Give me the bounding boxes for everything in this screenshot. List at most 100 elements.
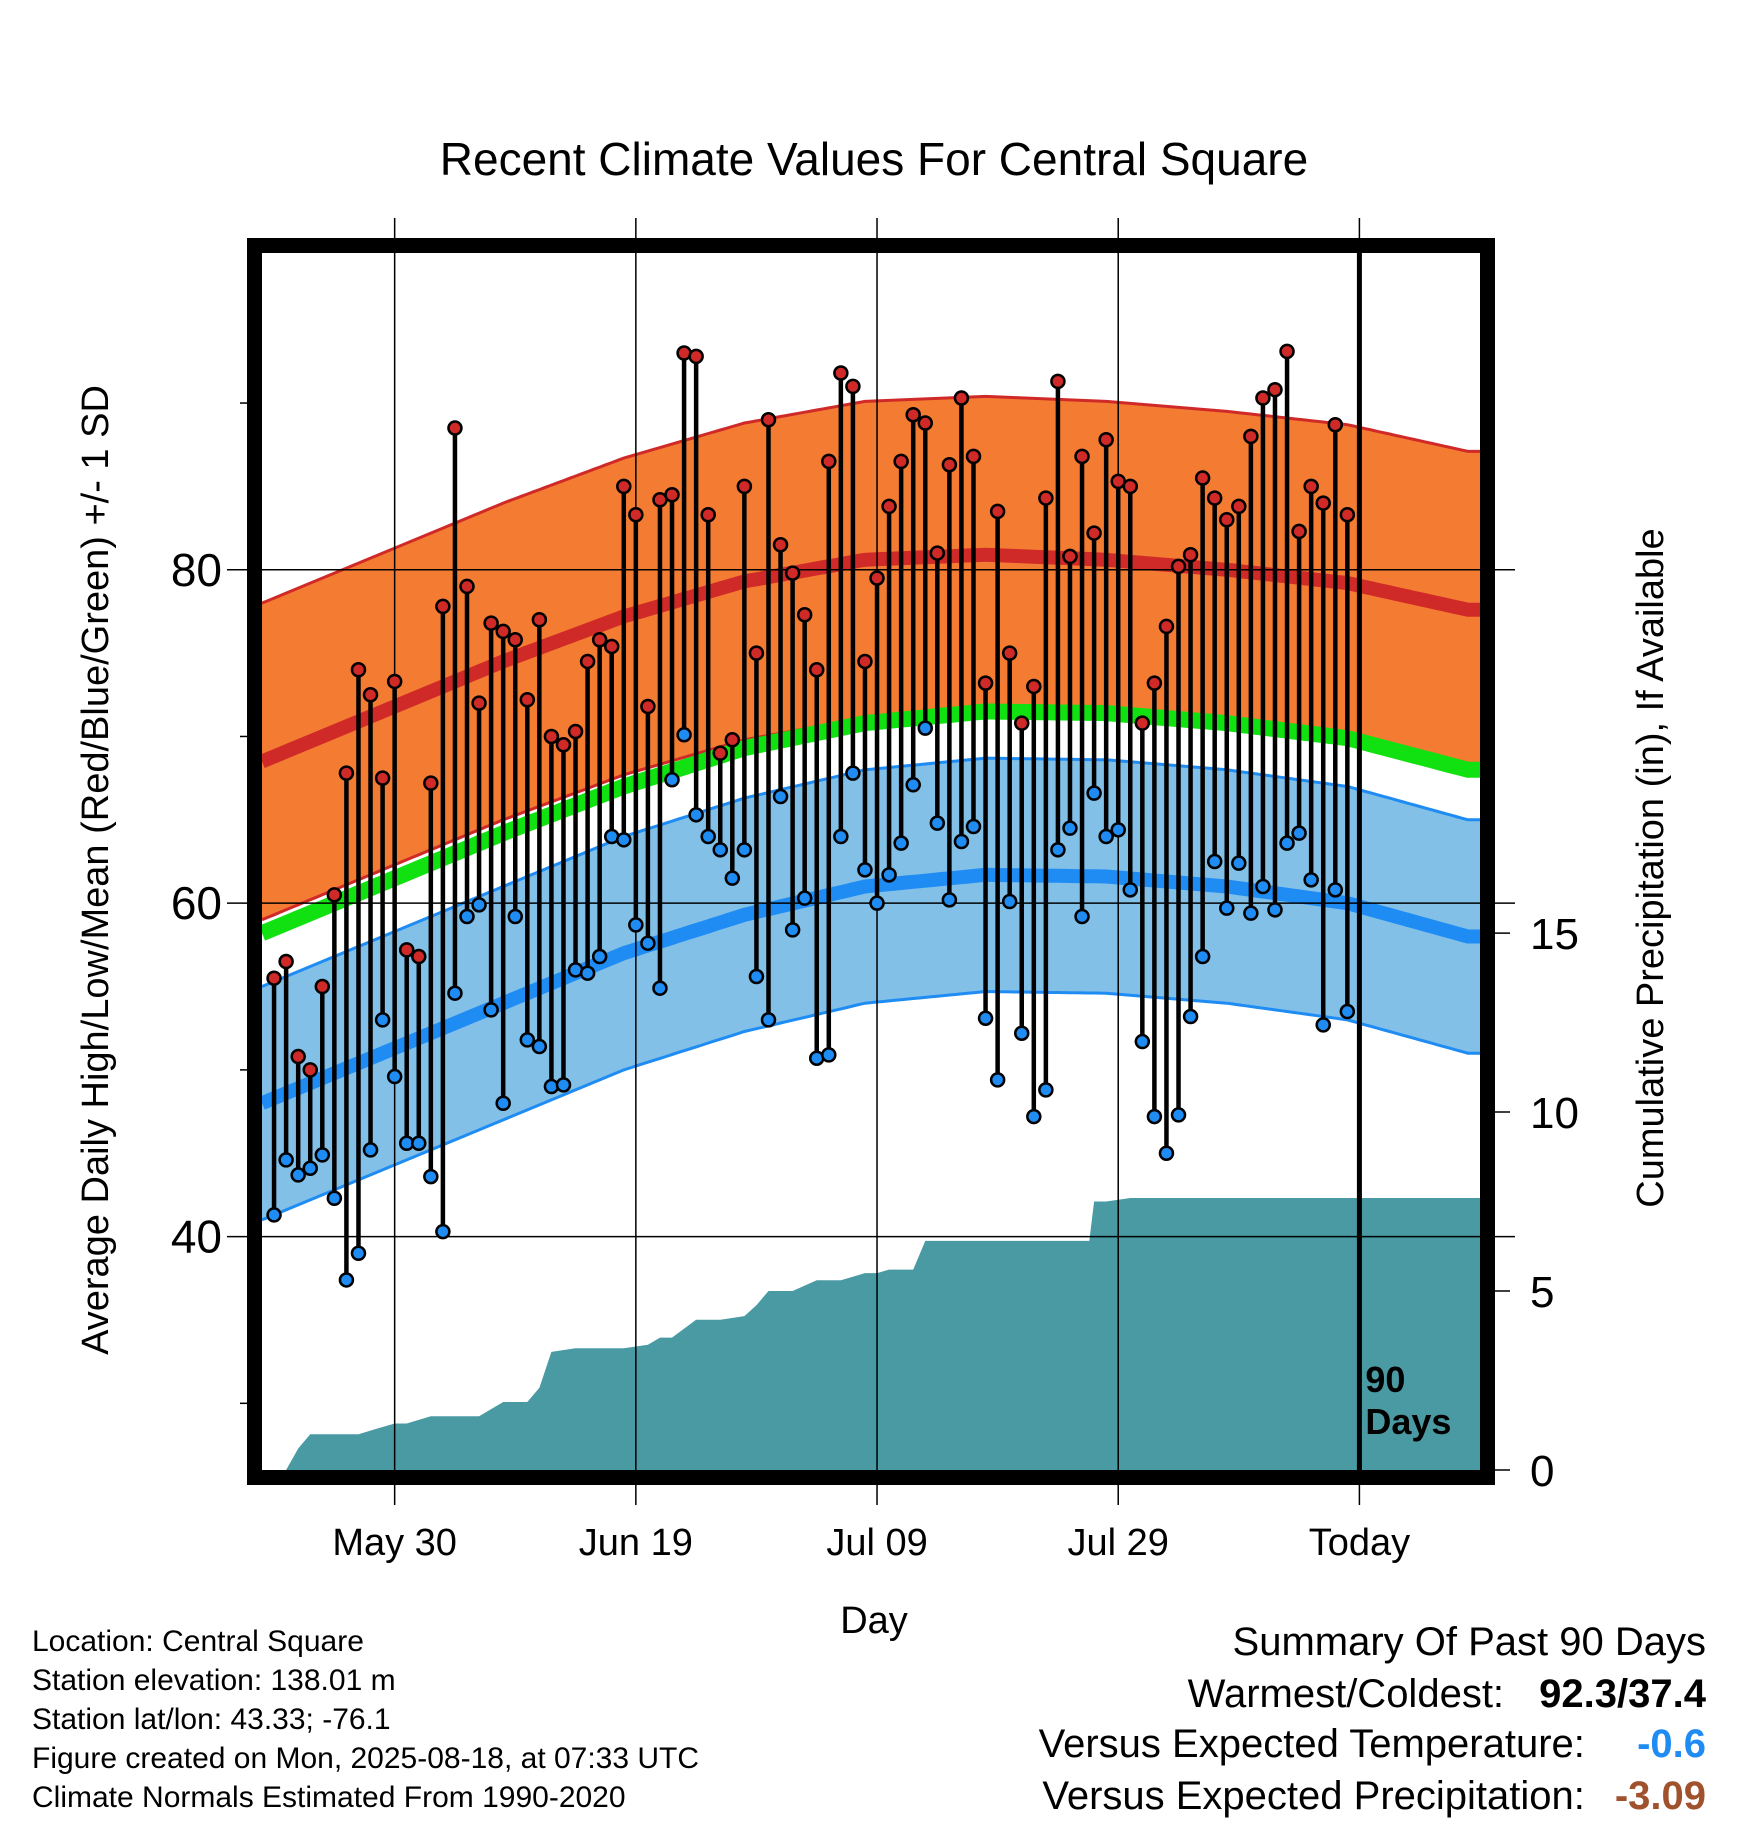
low-point-83	[1255, 878, 1271, 895]
low-point-7	[338, 1272, 355, 1288]
low-point-10	[374, 1012, 391, 1028]
low-point-5	[314, 1147, 331, 1163]
low-point-15	[435, 1223, 451, 1240]
high-point-80	[1219, 511, 1235, 528]
high-point-36	[688, 348, 704, 365]
low-point-54	[905, 777, 921, 793]
high-point-81	[1231, 498, 1247, 515]
low-point-74	[1146, 1108, 1163, 1125]
low-point-67	[1062, 820, 1078, 836]
high-point-25	[555, 737, 572, 753]
summary-precip-label: Versus Expected Precipitation:	[1042, 1774, 1585, 1818]
low-point-62	[1001, 893, 1018, 910]
low-point-81	[1231, 855, 1247, 871]
low-point-6	[326, 1190, 343, 1207]
low-point-50	[857, 862, 873, 878]
summary-precip-value: -3.09	[1614, 1774, 1706, 1818]
y2-axis-label: Cumulative Precipitation (in), If Availa…	[1630, 528, 1672, 1207]
high-point-29	[603, 638, 620, 655]
high-point-6	[326, 887, 343, 903]
high-point-88	[1315, 495, 1331, 511]
chart-title: Recent Climate Values For Central Square	[440, 133, 1308, 185]
high-point-73	[1134, 715, 1151, 731]
low-point-68	[1074, 908, 1090, 925]
axes: 90 Days 40 60 80 May 30 Jun 19 Jul 09 Jul 29 Toda…	[171, 238, 1579, 1564]
high-point-7	[338, 765, 355, 781]
low-point-65	[1038, 1082, 1054, 1098]
low-point-57	[941, 892, 958, 908]
high-point-38	[712, 745, 729, 761]
daily-temperature-bars	[266, 343, 1356, 1288]
high-point-52	[881, 498, 897, 515]
high-point-37	[700, 506, 716, 523]
high-point-39	[724, 732, 741, 748]
high-point-5	[314, 978, 331, 995]
low-point-85	[1279, 835, 1295, 851]
low-point-35	[676, 727, 692, 743]
low-point-90	[1339, 1003, 1356, 1020]
low-point-48	[833, 828, 849, 845]
x-tick-label-2: Jul 09	[826, 1522, 927, 1564]
low-point-60	[977, 1010, 994, 1026]
low-point-4	[302, 1160, 318, 1177]
precipitation-area	[262, 1198, 1480, 1470]
low-point-27	[579, 965, 596, 981]
high-point-82	[1243, 428, 1259, 445]
high-point-11	[386, 673, 403, 690]
high-point-2	[278, 953, 294, 970]
low-point-44	[784, 922, 801, 938]
low-point-30	[616, 832, 632, 848]
high-point-19	[483, 615, 499, 631]
summary-warm-cold-label: Warmest/Coldest:	[1187, 1672, 1505, 1716]
high-point-34	[664, 486, 680, 503]
high-point-89	[1327, 416, 1344, 433]
low-point-52	[881, 867, 897, 883]
low-point-1	[266, 1207, 282, 1223]
summary-warm-cold: Warmest/Coldest: 92.3/37.4	[1188, 1672, 1706, 1717]
high-point-41	[748, 645, 765, 661]
high-point-62	[1001, 645, 1018, 661]
high-point-28	[591, 632, 608, 648]
y-tick-label-0: 40	[171, 1211, 222, 1263]
low-point-58	[953, 833, 970, 850]
high-point-61	[989, 503, 1006, 520]
info-elevation: Station elevation: 138.01 m	[32, 1664, 396, 1697]
high-point-21	[507, 632, 523, 648]
low-point-34	[664, 772, 680, 788]
low-point-13	[411, 1135, 427, 1151]
high-point-86	[1291, 523, 1307, 540]
low-point-23	[531, 1038, 548, 1055]
high-point-3	[290, 1048, 306, 1065]
high-point-45	[796, 607, 813, 623]
low-point-70	[1098, 828, 1114, 845]
low-point-55	[917, 720, 934, 736]
low-point-21	[507, 908, 523, 925]
high-point-77	[1182, 546, 1199, 563]
high-point-74	[1146, 675, 1163, 691]
precip-area	[262, 1198, 1480, 1470]
high-point-23	[531, 612, 548, 628]
high-point-24	[543, 728, 560, 745]
low-point-64	[1026, 1108, 1042, 1125]
info-created: Figure created on Mon, 2025-08-18, at 07…	[32, 1742, 700, 1775]
summary-precip: Versus Expected Precipitation: -3.09	[1042, 1774, 1706, 1819]
low-point-40	[736, 842, 753, 858]
low-point-28	[591, 948, 608, 965]
y2-tick-label-3: 15	[1530, 910, 1579, 959]
low-point-43	[772, 788, 789, 805]
low-point-31	[628, 917, 644, 933]
low-point-61	[989, 1072, 1006, 1088]
low-point-76	[1170, 1107, 1187, 1123]
low-point-89	[1327, 882, 1344, 898]
low-point-14	[423, 1168, 439, 1185]
high-point-55	[917, 415, 934, 431]
low-sd-lower-edge	[262, 989, 1480, 1222]
low-point-22	[519, 1032, 536, 1048]
low-point-80	[1219, 900, 1235, 916]
high-point-58	[953, 390, 970, 406]
high-point-56	[929, 545, 946, 561]
high-point-4	[302, 1062, 318, 1078]
high-point-66	[1050, 373, 1066, 390]
low-point-86	[1291, 825, 1307, 841]
